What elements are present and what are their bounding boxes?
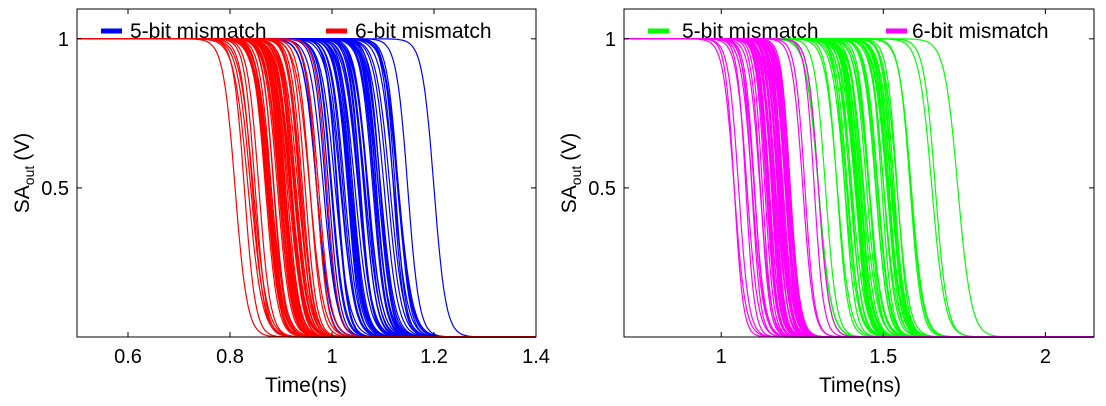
- right-chart-frame: [623, 8, 1095, 338]
- left-y-label-sub: out: [21, 166, 37, 186]
- left-chart-frame: [76, 8, 537, 338]
- left-y-label-main: SA: [11, 185, 34, 213]
- left-legend-label-6bit: 6-bit mismatch: [355, 20, 492, 43]
- right-x-tick-label: 2: [1040, 346, 1051, 368]
- left-x-axis-label: Time(ns): [265, 374, 347, 397]
- right-x-tick-label: 1.5: [869, 346, 897, 368]
- right-y-tick-label: 0.5: [588, 178, 616, 200]
- right-chart: 1 1.5 2 0.5 1 5-bit mismatch 6-bit mismatch…: [558, 8, 1095, 397]
- right-y-tick-label: 1: [605, 29, 616, 51]
- right-y-axis-label: SAout (V): [558, 133, 584, 213]
- left-x-tick-label: 0.6: [114, 346, 142, 368]
- right-chart-curves: [624, 38, 1094, 338]
- left-x-tick-label: 1.2: [420, 346, 448, 368]
- left-chart-curves: [77, 38, 536, 338]
- right-legend-label-6bit: 6-bit mismatch: [912, 20, 1049, 43]
- left-chart: 0.6 0.8 1 1.2 1.4 0.5 1 5-bit mismatch 6-bit …: [11, 8, 550, 397]
- left-y-tick-label: 1: [58, 29, 69, 51]
- right-legend-label-5bit: 5-bit mismatch: [682, 20, 819, 43]
- right-y-label-sub: out: [568, 166, 584, 186]
- left-x-tick-label: 1.4: [522, 346, 550, 368]
- right-y-label-main: SA: [558, 185, 581, 213]
- left-x-tick-label: 1: [326, 346, 337, 368]
- left-y-label-unit: (V): [11, 133, 34, 161]
- left-y-axis-label: SAout (V): [11, 133, 37, 213]
- right-y-label-unit: (V): [558, 133, 581, 161]
- left-legend-label-5bit: 5-bit mismatch: [130, 20, 267, 43]
- left-x-tick-label: 0.8: [216, 346, 244, 368]
- right-x-tick-label: 1: [716, 346, 727, 368]
- left-y-tick-label: 0.5: [41, 178, 69, 200]
- right-x-axis-label: Time(ns): [819, 374, 901, 397]
